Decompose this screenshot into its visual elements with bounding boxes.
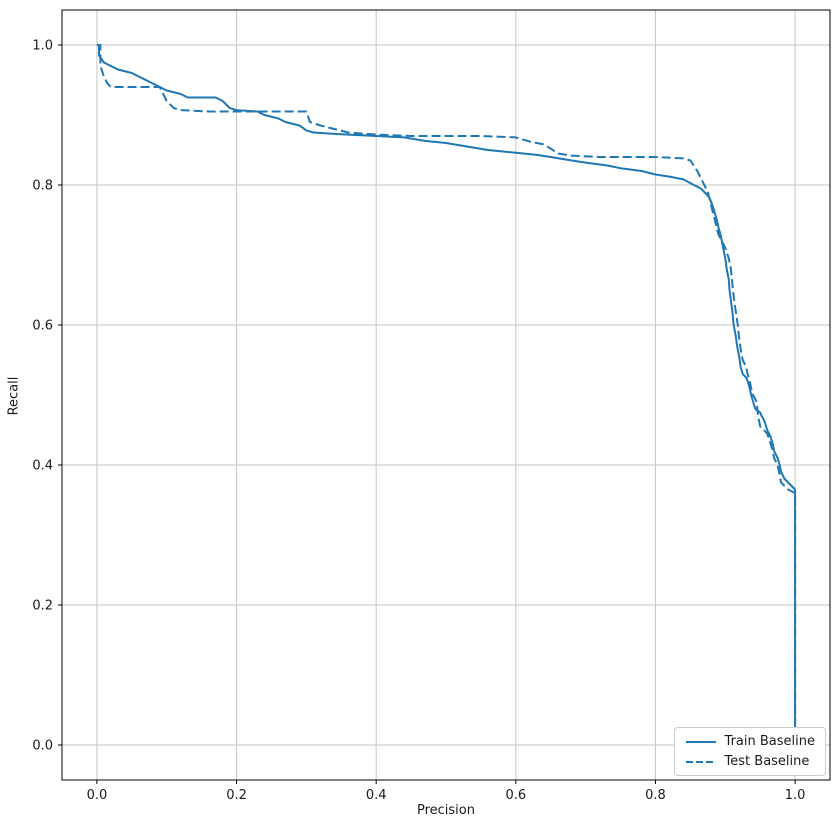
axes-layer: 0.0 0.2 0.4 0.6 0.8 1.0 0.0 0.2 0.4 0.6 0.8 1.0 xyxy=(32,9,831,803)
legend-entry-train-baseline: Train Baseline xyxy=(685,735,815,748)
y-axis-label: Recall xyxy=(6,376,22,416)
svg-text:1.0: 1.0 xyxy=(32,39,53,54)
svg-text:0.2: 0.2 xyxy=(226,788,247,803)
svg-text:0.6: 0.6 xyxy=(505,788,526,803)
svg-text:0.2: 0.2 xyxy=(32,599,53,614)
svg-text:0.4: 0.4 xyxy=(32,459,53,474)
series-layer xyxy=(96,44,797,731)
x-axis-label: Precision xyxy=(416,803,475,818)
grid-layer xyxy=(62,10,830,780)
solid-line-swatch xyxy=(685,740,716,743)
svg-text:0.0: 0.0 xyxy=(32,739,53,754)
svg-text:0.4: 0.4 xyxy=(366,788,387,803)
legend-label-test-baseline: Test Baseline xyxy=(724,754,810,769)
dashed-line-swatch xyxy=(685,760,716,763)
svg-text:0.8: 0.8 xyxy=(32,179,53,194)
svg-text:1.0: 1.0 xyxy=(785,788,806,803)
legend-entry-test-baseline: Test Baseline xyxy=(685,755,815,768)
legend-label-train-baseline: Train Baseline xyxy=(724,734,815,749)
legend: Train Baseline Test Baseline xyxy=(673,727,826,776)
svg-text:0.6: 0.6 xyxy=(32,319,53,334)
svg-text:0.8: 0.8 xyxy=(645,788,666,803)
svg-text:0.0: 0.0 xyxy=(87,788,108,803)
